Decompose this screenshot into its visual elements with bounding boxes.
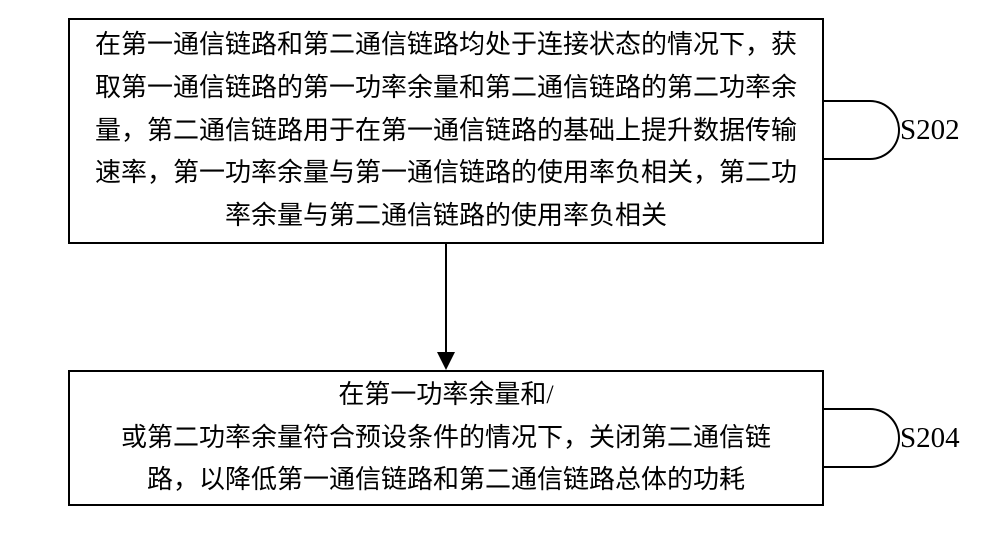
flow-edge-shaft (445, 244, 447, 352)
flow-node-s202-label: S202 (900, 114, 960, 147)
flow-edge-arrowhead (437, 352, 455, 370)
flow-node-s204-line2: 或第二功率余量符合预设条件的情况下，关闭第二通信链 (121, 417, 771, 460)
flow-node-s204-label: S204 (900, 422, 960, 455)
flow-node-s202: 在第一通信链路和第二通信链路均处于连接状态的情况下，获取第一通信链路的第一功率余… (68, 18, 824, 244)
flow-node-s202-brace (824, 100, 900, 160)
flow-node-s204-brace (824, 408, 900, 468)
flowchart-canvas: 在第一通信链路和第二通信链路均处于连接状态的情况下，获取第一通信链路的第一功率余… (0, 0, 1000, 538)
flow-node-s204-text: 在第一功率余量和/ 或第二功率余量符合预设条件的情况下，关闭第二通信链 路，以降… (121, 374, 771, 503)
flow-node-s204-line3: 路，以降低第一通信链路和第二通信链路总体的功耗 (121, 459, 771, 502)
flow-node-s202-text: 在第一通信链路和第二通信链路均处于连接状态的情况下，获取第一通信链路的第一功率余… (88, 24, 804, 238)
flow-node-s204: 在第一功率余量和/ 或第二功率余量符合预设条件的情况下，关闭第二通信链 路，以降… (68, 370, 824, 506)
flow-node-s204-line1: 在第一功率余量和/ (121, 374, 771, 417)
